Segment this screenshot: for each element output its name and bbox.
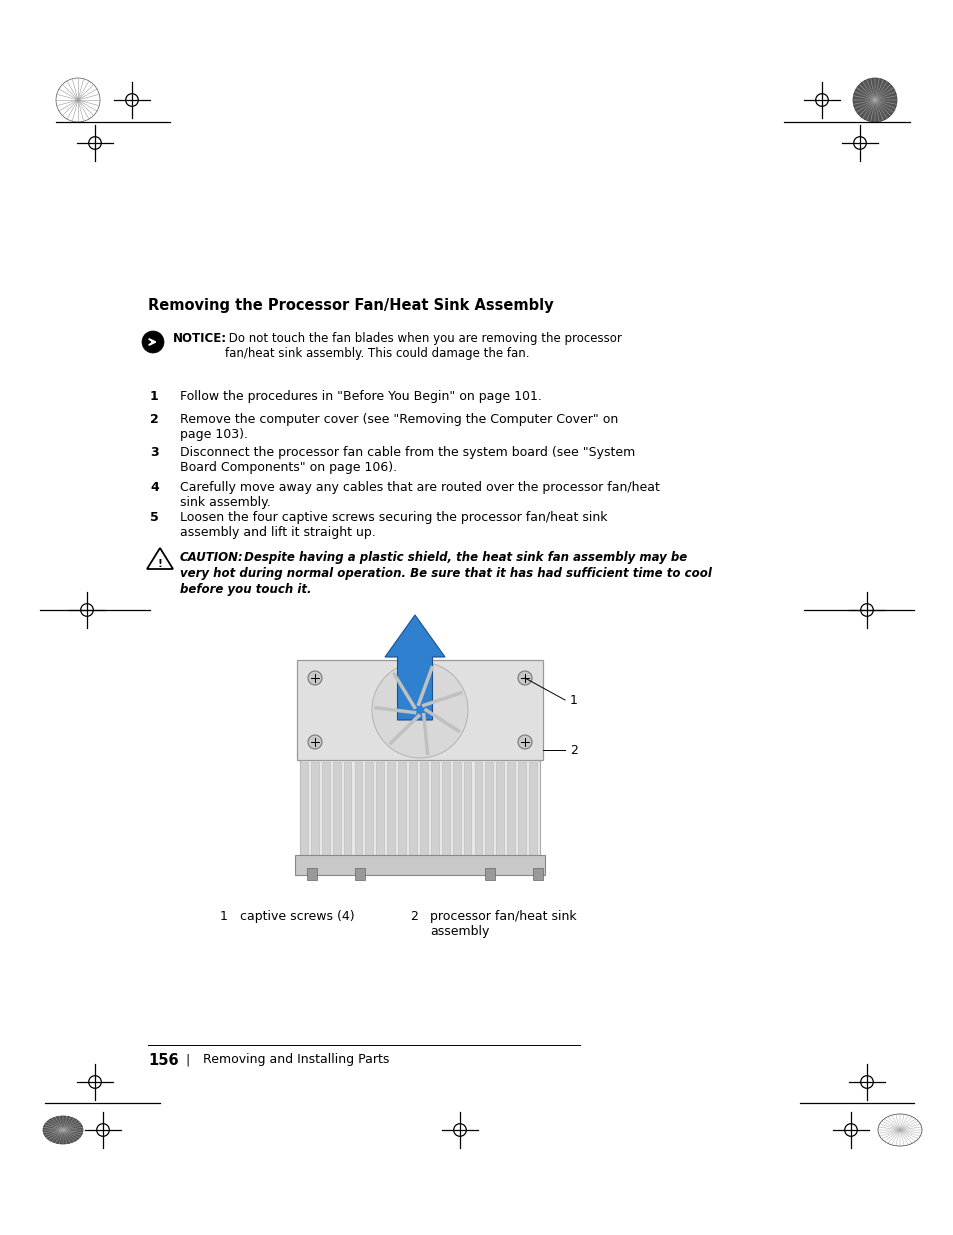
Bar: [355, 762, 362, 860]
Text: 2: 2: [150, 412, 158, 426]
Ellipse shape: [43, 1116, 83, 1144]
Bar: [397, 762, 406, 860]
Text: 2: 2: [410, 910, 417, 923]
Bar: [453, 762, 460, 860]
Text: Remove the computer cover (see "Removing the Computer Cover" on
page 103).: Remove the computer cover (see "Removing…: [180, 412, 618, 441]
Text: Loosen the four captive screws securing the processor fan/heat sink
assembly and: Loosen the four captive screws securing …: [180, 511, 607, 538]
Text: Follow the procedures in "Before You Begin" on page 101.: Follow the procedures in "Before You Beg…: [180, 390, 541, 403]
Bar: [441, 762, 449, 860]
Ellipse shape: [852, 78, 896, 122]
Text: |: |: [185, 1053, 189, 1066]
Circle shape: [517, 735, 532, 748]
Bar: [409, 762, 416, 860]
Text: processor fan/heat sink
assembly: processor fan/heat sink assembly: [430, 910, 576, 939]
Text: 2: 2: [569, 743, 578, 757]
Text: !: !: [157, 559, 162, 569]
Text: Removing the Processor Fan/Heat Sink Assembly: Removing the Processor Fan/Heat Sink Ass…: [148, 298, 553, 312]
FancyArrow shape: [385, 615, 444, 720]
Bar: [299, 762, 308, 860]
Bar: [484, 868, 495, 881]
Text: captive screws (4): captive screws (4): [240, 910, 355, 923]
Bar: [299, 760, 539, 862]
Text: 156: 156: [148, 1053, 178, 1068]
Text: Do not touch the fan blades when you are removing the processor
fan/heat sink as: Do not touch the fan blades when you are…: [225, 332, 621, 359]
Text: before you touch it.: before you touch it.: [180, 583, 312, 597]
Bar: [343, 762, 351, 860]
Text: very hot during normal operation. Be sure that it has had sufficient time to coo: very hot during normal operation. Be sur…: [180, 567, 711, 580]
Bar: [387, 762, 395, 860]
Bar: [419, 762, 427, 860]
Text: Removing and Installing Parts: Removing and Installing Parts: [203, 1053, 389, 1066]
Bar: [463, 762, 471, 860]
Text: Carefully move away any cables that are routed over the processor fan/heat
sink : Carefully move away any cables that are …: [180, 480, 659, 509]
Bar: [355, 868, 365, 881]
Bar: [507, 762, 515, 860]
Bar: [365, 762, 373, 860]
Text: 1: 1: [150, 390, 158, 403]
Text: 1: 1: [220, 910, 228, 923]
Bar: [296, 659, 542, 760]
Bar: [474, 762, 482, 860]
Circle shape: [372, 662, 468, 758]
Circle shape: [308, 735, 322, 748]
Text: 5: 5: [150, 511, 158, 524]
Text: 4: 4: [150, 480, 158, 494]
Bar: [529, 762, 537, 860]
Bar: [294, 855, 544, 876]
Circle shape: [412, 701, 428, 718]
Text: CAUTION:: CAUTION:: [180, 551, 244, 564]
Bar: [533, 868, 542, 881]
Text: Disconnect the processor fan cable from the system board (see "System
Board Comp: Disconnect the processor fan cable from …: [180, 446, 635, 474]
Text: NOTICE:: NOTICE:: [172, 332, 227, 345]
Bar: [307, 868, 316, 881]
Circle shape: [308, 671, 322, 685]
Bar: [311, 762, 318, 860]
Circle shape: [517, 671, 532, 685]
Circle shape: [142, 331, 164, 353]
Bar: [321, 762, 330, 860]
Bar: [485, 762, 493, 860]
Text: Despite having a plastic shield, the heat sink fan assembly may be: Despite having a plastic shield, the hea…: [240, 551, 686, 564]
Bar: [517, 762, 525, 860]
Bar: [431, 762, 438, 860]
Text: 1: 1: [569, 694, 578, 706]
Bar: [376, 762, 384, 860]
Text: 3: 3: [150, 446, 158, 459]
Bar: [496, 762, 503, 860]
Bar: [333, 762, 340, 860]
